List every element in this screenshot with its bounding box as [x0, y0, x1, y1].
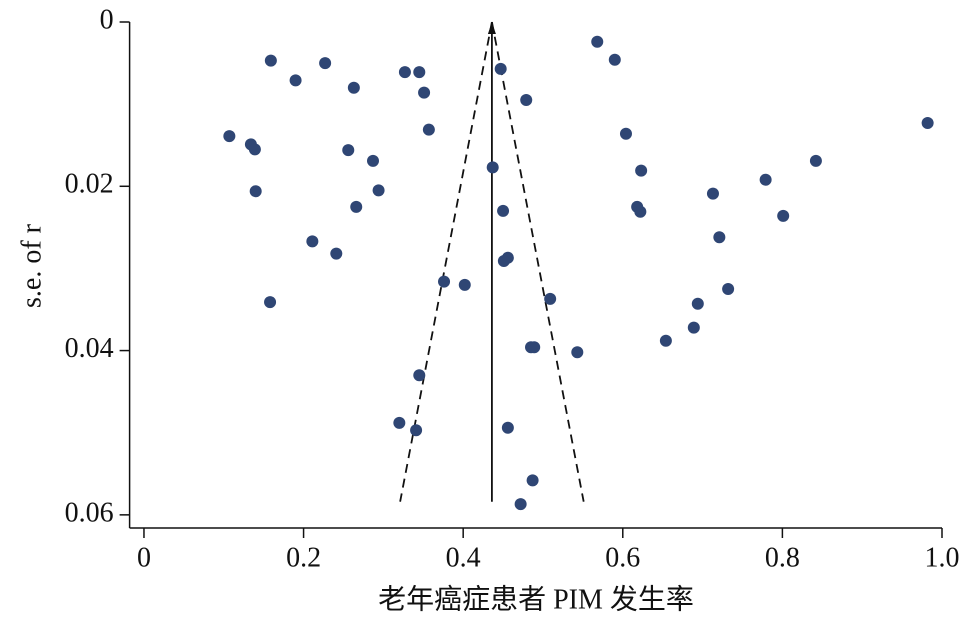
- point: [544, 292, 557, 305]
- point: [497, 255, 510, 268]
- point: [571, 346, 584, 359]
- point: [687, 321, 700, 334]
- point: [306, 235, 319, 248]
- point: [330, 247, 343, 260]
- point: [759, 173, 772, 186]
- y-tick-label: 0.04: [65, 333, 114, 364]
- point: [319, 57, 332, 70]
- point: [497, 204, 510, 217]
- point: [501, 421, 514, 434]
- point: [528, 341, 541, 354]
- point: [264, 296, 277, 309]
- point: [410, 424, 423, 437]
- point: [526, 474, 539, 487]
- point: [494, 62, 507, 75]
- point: [223, 130, 236, 143]
- point: [591, 35, 604, 48]
- x-tick-label: 0.8: [765, 542, 800, 573]
- point: [634, 205, 647, 218]
- point: [264, 54, 277, 67]
- point: [777, 209, 790, 222]
- x-tick-label: 1.0: [925, 542, 960, 573]
- point: [809, 154, 822, 167]
- x-axis-title: 老年癌症患者 PIM 发生率: [378, 583, 694, 615]
- point: [921, 117, 934, 130]
- point: [608, 53, 621, 66]
- point: [486, 161, 499, 174]
- point: [289, 74, 302, 87]
- y-tick-label: 0.06: [65, 497, 114, 528]
- point: [413, 66, 426, 79]
- point: [422, 123, 435, 136]
- point: [691, 297, 704, 310]
- point: [347, 81, 360, 94]
- x-tick-label: 0: [137, 542, 151, 573]
- point: [367, 154, 380, 167]
- point: [398, 66, 411, 79]
- y-tick-label: 0: [100, 4, 114, 35]
- pooled-arrow: [487, 22, 496, 34]
- x-tick-label: 0.2: [286, 542, 321, 573]
- point: [458, 278, 471, 291]
- point: [372, 184, 385, 197]
- point: [713, 231, 726, 244]
- y-tick-label: 0.02: [65, 169, 114, 200]
- x-tick-label: 0.4: [446, 542, 481, 573]
- point: [350, 200, 363, 213]
- y-axis-title: s.e. of r: [16, 223, 47, 308]
- point: [248, 143, 261, 156]
- point: [249, 185, 262, 198]
- point: [418, 86, 431, 99]
- funnel-left: [399, 21, 493, 502]
- point: [393, 416, 406, 429]
- funnel-right: [491, 21, 585, 502]
- point: [706, 187, 719, 200]
- point: [722, 282, 735, 295]
- point: [659, 334, 672, 347]
- point: [514, 498, 527, 511]
- point: [520, 94, 533, 107]
- point: [438, 275, 451, 288]
- point: [413, 369, 426, 382]
- point: [342, 144, 355, 157]
- point: [635, 164, 648, 177]
- point: [619, 127, 632, 140]
- x-tick-label: 0.6: [605, 542, 640, 573]
